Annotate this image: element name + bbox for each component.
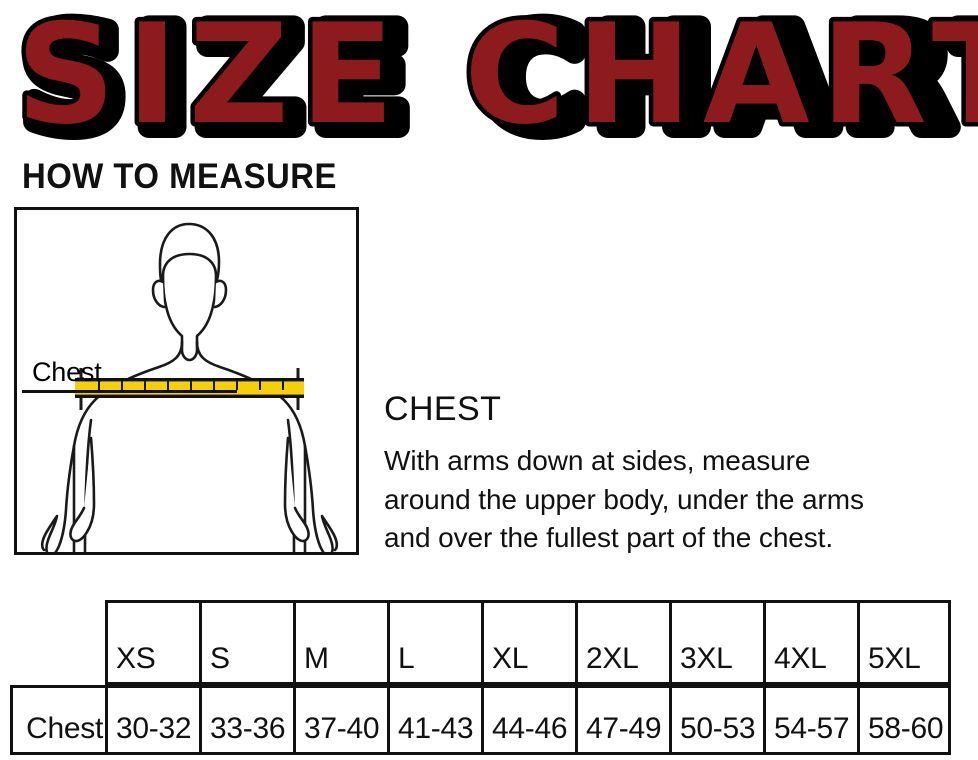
chest-description-line-2: around the upper body, under the arms — [384, 483, 864, 515]
table-cell-chest-xs: 30-32 — [105, 685, 199, 755]
measuring-tape-icon — [75, 378, 304, 398]
male-torso-figure-icon — [40, 222, 339, 552]
chest-description-heading: CHEST — [384, 390, 502, 428]
table-header-row: XS S M L XL 2XL 3XL 4XL 5XL — [105, 600, 951, 685]
svg-text:SIZE CHART: SIZE CHART — [16, 0, 978, 150]
table-cell-chest-3xl: 50-53 — [669, 685, 763, 755]
table-rowlabel-chest: Chest — [10, 685, 105, 755]
chest-description-line-1: With arms down at sides, measure — [384, 445, 811, 476]
table-cell-chest-xl: 44-46 — [481, 685, 575, 755]
table-cell-chest-5xl: 58-60 — [857, 685, 951, 755]
size-table: XS S M L XL 2XL 3XL 4XL 5XL Chest 30-32 … — [10, 600, 955, 755]
chest-description-line-3: and over the fullest part of the chest. — [384, 522, 834, 554]
table-header-s: S — [199, 600, 293, 685]
chest-description-body: With arms down at sides, measure around … — [384, 442, 964, 558]
svg-text:SIZE CHART: SIZE CHART — [23, 0, 978, 150]
table-header-xl: XL — [481, 600, 575, 685]
measure-diagram-box — [14, 207, 359, 555]
how-to-measure-heading: HOW TO MEASURE — [22, 157, 337, 196]
page-title: SIZE CHART SIZE CHART — [0, 0, 978, 150]
table-header-m: M — [293, 600, 387, 685]
chest-description: CHEST With arms down at sides, measure a… — [384, 392, 964, 558]
title-shadow-layer: SIZE CHART — [12, 0, 978, 150]
table-row-chest: Chest 30-32 33-36 37-40 41-43 44-46 47-4… — [10, 685, 951, 755]
table-header-2xl: 2XL — [575, 600, 669, 685]
table-header-4xl: 4XL — [763, 600, 857, 685]
table-header-l: L — [387, 600, 481, 685]
table-header-3xl: 3XL — [669, 600, 763, 685]
table-cell-chest-s: 33-36 — [199, 685, 293, 755]
table-header-5xl: 5XL — [857, 600, 951, 685]
table-cell-chest-4xl: 54-57 — [763, 685, 857, 755]
table-cell-chest-l: 41-43 — [387, 685, 481, 755]
table-header-xs: XS — [105, 600, 199, 685]
table-cell-chest-2xl: 47-49 — [575, 685, 669, 755]
table-cell-chest-m: 37-40 — [293, 685, 387, 755]
title-fill-layer: SIZE CHART — [12, 0, 978, 150]
